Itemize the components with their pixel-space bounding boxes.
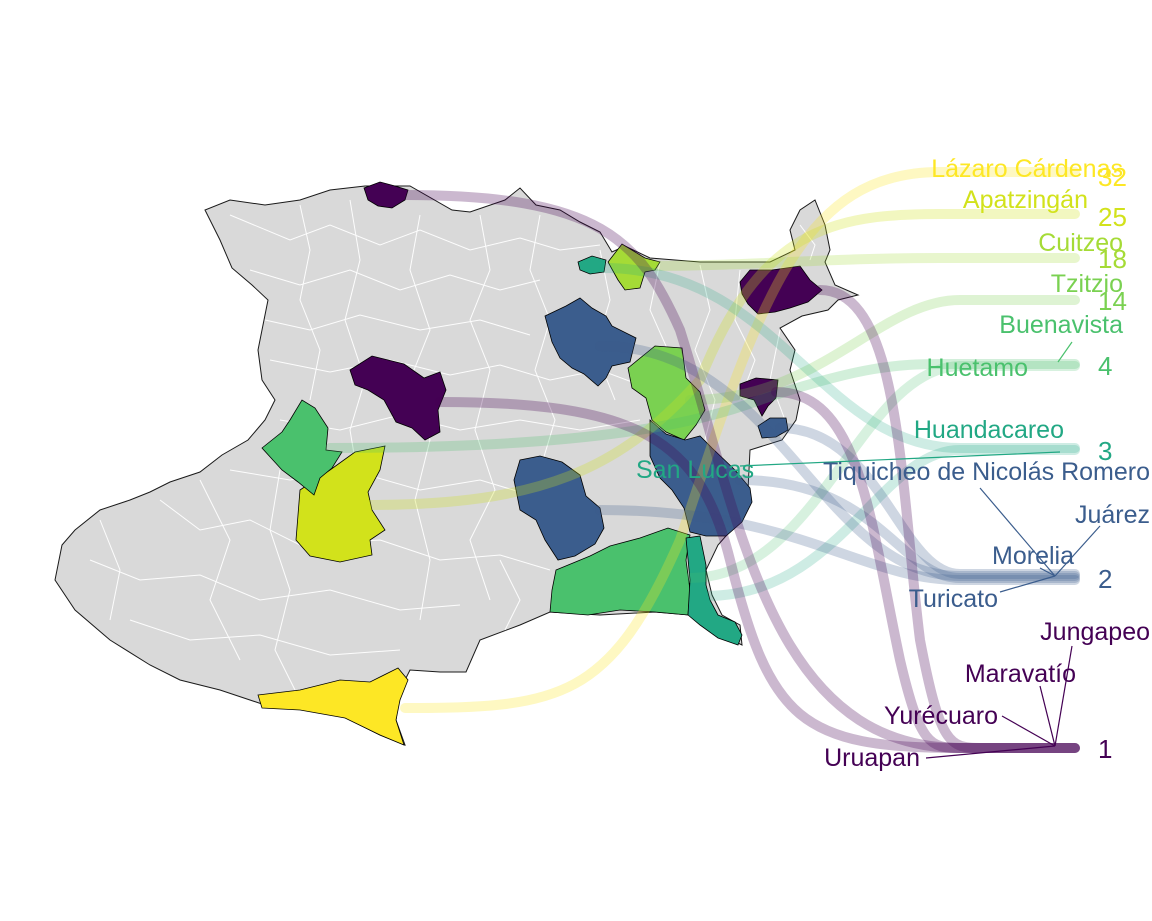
region-turicato bbox=[513, 455, 605, 561]
label-morelia: Morelia bbox=[992, 542, 1074, 570]
label-huetamo: Huetamo bbox=[927, 354, 1028, 382]
value-3: 3 bbox=[1098, 436, 1112, 466]
label-lazaro-cardenas: Lázaro Cárdenas bbox=[931, 155, 1123, 183]
region-morelia bbox=[544, 297, 637, 387]
ribbon-yurecuaro bbox=[400, 190, 1080, 753]
municipalities bbox=[257, 181, 823, 746]
label-jungapeo: Jungapeo bbox=[1040, 618, 1150, 646]
value-18: 18 bbox=[1098, 244, 1127, 274]
value-1: 1 bbox=[1098, 734, 1112, 764]
ribbon-turicato bbox=[595, 505, 1080, 585]
region-huandacareo bbox=[577, 255, 607, 275]
label-san-lucas: San Lucas bbox=[636, 456, 754, 484]
label-maravatio: Maravatío bbox=[965, 660, 1076, 688]
region-lazaro-cardenas bbox=[257, 667, 409, 746]
ribbon-lazaro bbox=[400, 167, 1080, 713]
region-san-lucas bbox=[685, 535, 743, 646]
label-tzitzio: Tzitzio bbox=[1051, 270, 1123, 298]
label-juarez: Juárez bbox=[1075, 501, 1150, 529]
region-juarez bbox=[757, 417, 789, 439]
region-tzitzio bbox=[627, 345, 706, 441]
ribbon-buenavista bbox=[325, 359, 1080, 453]
value-14: 14 bbox=[1098, 286, 1127, 316]
value-25: 25 bbox=[1098, 202, 1127, 232]
label-huandacareo: Huandacareo bbox=[914, 416, 1064, 444]
region-apatzingan bbox=[295, 445, 386, 563]
region-tiquicheo bbox=[649, 419, 753, 537]
ribbon-tiquicheo bbox=[735, 475, 1080, 583]
ribbon-maravatio bbox=[815, 285, 1080, 753]
label-yurecuaro: Yurécuaro bbox=[884, 702, 998, 730]
region-buenavista bbox=[261, 399, 343, 496]
labels: Lázaro Cárdenas Apatzingán Cuitzeo Tzitz… bbox=[636, 155, 1150, 772]
connector-ribbons bbox=[325, 167, 1080, 753]
ribbon-huandacareo bbox=[599, 263, 1080, 453]
label-tiquicheo: Tiquicheo de Nicolás Romero bbox=[823, 458, 1150, 486]
value-2: 2 bbox=[1098, 564, 1112, 594]
region-cuitzeo bbox=[607, 243, 661, 291]
leader-lines bbox=[739, 341, 1101, 759]
label-uruapan: Uruapan bbox=[824, 744, 920, 772]
value-numbers: 32 25 18 14 4 3 2 1 bbox=[1098, 162, 1127, 764]
ribbon-sanlucas bbox=[701, 445, 1080, 601]
ribbon-tzitzio bbox=[685, 295, 1080, 405]
ribbon-juarez bbox=[775, 423, 1080, 579]
ribbon-morelia bbox=[595, 341, 1080, 581]
region-jungapeo bbox=[739, 377, 779, 417]
region-yurecuaro bbox=[363, 181, 409, 209]
region-maravatio bbox=[739, 265, 823, 315]
ribbon-uruapan bbox=[435, 397, 1080, 753]
label-turicato: Turicato bbox=[909, 585, 998, 613]
ribbon-cuitzeo bbox=[635, 253, 1080, 271]
region-uruapan bbox=[349, 355, 447, 441]
ribbon-huetamo bbox=[685, 361, 1080, 583]
value-4: 4 bbox=[1098, 351, 1112, 381]
label-cuitzeo: Cuitzeo bbox=[1038, 229, 1123, 257]
ribbon-jungapeo bbox=[771, 387, 1080, 753]
ribbon-apatzingan bbox=[363, 209, 1080, 510]
label-buenavista: Buenavista bbox=[999, 311, 1123, 339]
value-32: 32 bbox=[1098, 162, 1127, 192]
label-apatzingan: Apatzingán bbox=[963, 186, 1088, 214]
